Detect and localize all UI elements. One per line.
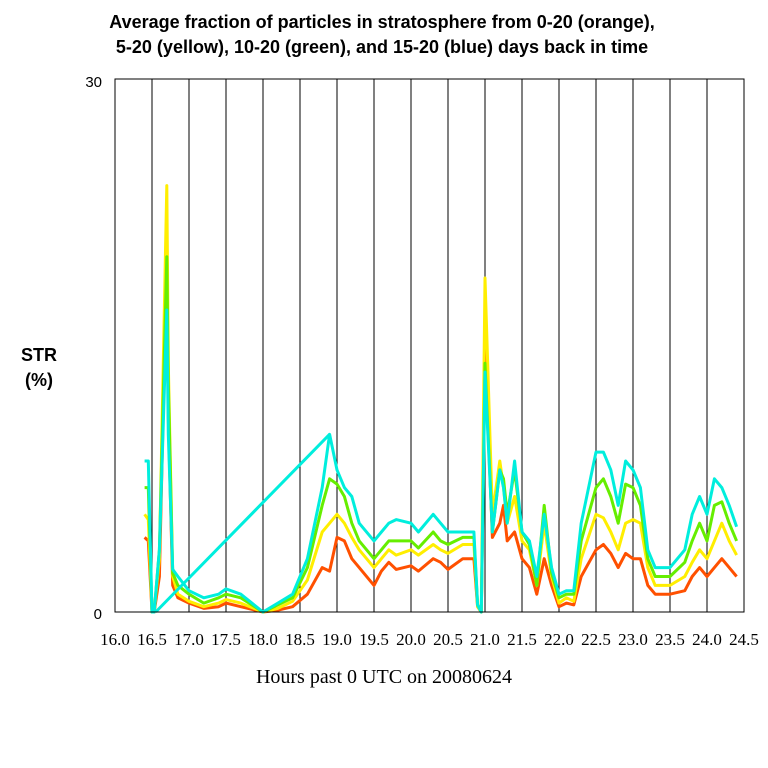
x-tick-label: 24.5 (729, 630, 759, 649)
y-tick-label-max: 30 (85, 74, 102, 91)
x-tick-label: 23.0 (618, 630, 648, 649)
x-tick-label: 22.5 (581, 630, 611, 649)
y-axis-label-line-2: (%) (25, 370, 53, 390)
x-tick-label: 16.5 (137, 630, 167, 649)
x-axis-label: Hours past 0 UTC on 20080624 (256, 666, 512, 688)
x-tick-label: 19.0 (322, 630, 352, 649)
x-tick-label: 17.5 (211, 630, 241, 649)
x-tick-label: 17.0 (174, 630, 204, 649)
plot-frame (115, 79, 744, 612)
y-axis-label-line-1: STR (21, 345, 57, 365)
x-tick-label: 18.0 (248, 630, 278, 649)
x-tick-label: 20.5 (433, 630, 463, 649)
series-line-3 (145, 257, 737, 612)
chart-title-line-2: 5-20 (yellow), 10-20 (green), and 15-20 … (116, 37, 648, 57)
x-tick-labels: 16.0 16.5 17.0 17.5 18.0 18.5 19.0 19.5 20.0 20.5… (100, 630, 759, 649)
x-tick-label: 19.5 (359, 630, 389, 649)
x-tick-label: 22.0 (544, 630, 574, 649)
x-tick-label: 16.0 (100, 630, 130, 649)
x-tick-label: 20.0 (396, 630, 426, 649)
series-layer (145, 186, 737, 612)
chart-title-line-1: Average fraction of particles in stratos… (109, 12, 654, 32)
x-tick-label: 24.0 (692, 630, 722, 649)
x-tick-label: 21.5 (507, 630, 537, 649)
x-tick-label: 21.0 (470, 630, 500, 649)
y-tick-label-min: 0 (94, 606, 102, 623)
x-tick-label: 23.5 (655, 630, 685, 649)
x-tick-label: 18.5 (285, 630, 315, 649)
